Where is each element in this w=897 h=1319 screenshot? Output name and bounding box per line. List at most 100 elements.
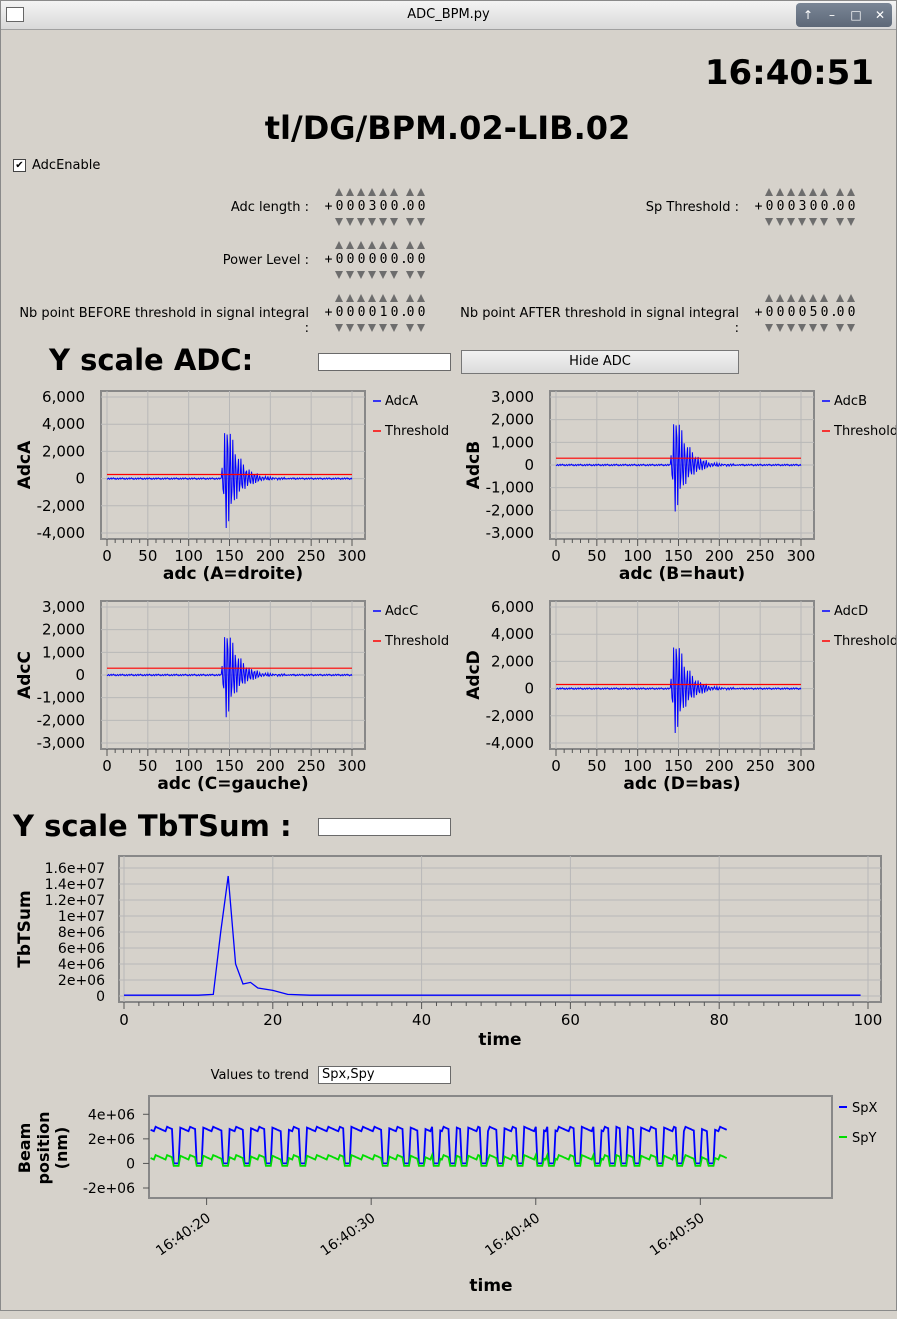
maximize-icon[interactable]: □ bbox=[850, 8, 862, 22]
adc-scale-input[interactable] bbox=[318, 353, 451, 371]
wheel-digit[interactable]: 0 bbox=[846, 188, 857, 228]
increment-arrow-icon[interactable] bbox=[346, 241, 354, 249]
window-menu-icon[interactable] bbox=[6, 7, 24, 22]
increment-arrow-icon[interactable] bbox=[847, 188, 855, 196]
wheel-digit[interactable]: 0 bbox=[416, 294, 427, 334]
decrement-arrow-icon[interactable] bbox=[406, 271, 414, 279]
decrement-arrow-icon[interactable] bbox=[346, 324, 354, 332]
increment-arrow-icon[interactable] bbox=[765, 188, 773, 196]
wheel-digit[interactable]: 0 bbox=[356, 188, 367, 228]
decrement-arrow-icon[interactable] bbox=[335, 218, 343, 226]
decrement-arrow-icon[interactable] bbox=[335, 271, 343, 279]
tbtsum-scale-input[interactable] bbox=[318, 818, 451, 836]
increment-arrow-icon[interactable] bbox=[357, 241, 365, 249]
increment-arrow-icon[interactable] bbox=[798, 188, 806, 196]
power-level-wheel[interactable]: +0 0 0 0 0 0. 0 0 bbox=[323, 241, 453, 281]
increment-arrow-icon[interactable] bbox=[368, 188, 376, 196]
increment-arrow-icon[interactable] bbox=[357, 294, 365, 302]
wheel-digit[interactable]: 0 bbox=[786, 294, 797, 334]
hide-adc-button[interactable]: Hide ADC bbox=[461, 350, 739, 374]
decrement-arrow-icon[interactable] bbox=[368, 271, 376, 279]
wheel-digit[interactable]: 0 bbox=[808, 188, 819, 228]
decrement-arrow-icon[interactable] bbox=[787, 218, 795, 226]
increment-arrow-icon[interactable] bbox=[820, 188, 828, 196]
wheel-digit[interactable]: 0 bbox=[835, 294, 846, 334]
decrement-arrow-icon[interactable] bbox=[379, 271, 387, 279]
decrement-arrow-icon[interactable] bbox=[335, 324, 343, 332]
decrement-arrow-icon[interactable] bbox=[836, 218, 844, 226]
trend-values-input[interactable]: Spx,Spy bbox=[318, 1066, 451, 1084]
increment-arrow-icon[interactable] bbox=[847, 294, 855, 302]
wheel-digit[interactable]: 0 bbox=[835, 188, 846, 228]
wheel-digit[interactable]: 0 bbox=[416, 241, 427, 281]
decrement-arrow-icon[interactable] bbox=[357, 271, 365, 279]
wheel-digit[interactable]: 0 bbox=[775, 294, 786, 334]
wheel-digit[interactable]: 0 bbox=[775, 188, 786, 228]
increment-arrow-icon[interactable] bbox=[809, 294, 817, 302]
wheel-digit[interactable]: 0 bbox=[846, 294, 857, 334]
wheel-digit[interactable]: 0 bbox=[764, 188, 775, 228]
decrement-arrow-icon[interactable] bbox=[798, 218, 806, 226]
decrement-arrow-icon[interactable] bbox=[379, 324, 387, 332]
wheel-digit[interactable]: 1 bbox=[378, 294, 389, 334]
increment-arrow-icon[interactable] bbox=[776, 188, 784, 196]
increment-arrow-icon[interactable] bbox=[346, 188, 354, 196]
wheel-digit[interactable]: 5 bbox=[808, 294, 819, 334]
wheel-digit[interactable]: 0 bbox=[345, 294, 356, 334]
increment-arrow-icon[interactable] bbox=[417, 188, 425, 196]
increment-arrow-icon[interactable] bbox=[368, 294, 376, 302]
increment-arrow-icon[interactable] bbox=[787, 294, 795, 302]
adc-length-wheel[interactable]: +0 0 0 3 0 0. 0 0 bbox=[323, 188, 453, 228]
wheel-digit[interactable]: 0 bbox=[405, 188, 416, 228]
increment-arrow-icon[interactable] bbox=[820, 294, 828, 302]
decrement-arrow-icon[interactable] bbox=[809, 324, 817, 332]
increment-arrow-icon[interactable] bbox=[406, 241, 414, 249]
decrement-arrow-icon[interactable] bbox=[417, 218, 425, 226]
increment-arrow-icon[interactable] bbox=[379, 188, 387, 196]
wheel-digit[interactable]: 0 bbox=[786, 188, 797, 228]
decrement-arrow-icon[interactable] bbox=[368, 324, 376, 332]
increment-arrow-icon[interactable] bbox=[809, 188, 817, 196]
increment-arrow-icon[interactable] bbox=[379, 241, 387, 249]
wheel-digit[interactable]: 0 bbox=[356, 294, 367, 334]
wheel-digit[interactable]: 0 bbox=[334, 188, 345, 228]
decrement-arrow-icon[interactable] bbox=[417, 271, 425, 279]
wheel-digit[interactable]: 0 bbox=[345, 188, 356, 228]
decrement-arrow-icon[interactable] bbox=[390, 324, 398, 332]
decrement-arrow-icon[interactable] bbox=[406, 218, 414, 226]
wheel-digit[interactable]: 0 bbox=[797, 294, 808, 334]
increment-arrow-icon[interactable] bbox=[417, 241, 425, 249]
increment-arrow-icon[interactable] bbox=[346, 294, 354, 302]
decrement-arrow-icon[interactable] bbox=[836, 324, 844, 332]
increment-arrow-icon[interactable] bbox=[390, 241, 398, 249]
increment-arrow-icon[interactable] bbox=[776, 294, 784, 302]
wheel-digit[interactable]: 0 bbox=[345, 241, 356, 281]
decrement-arrow-icon[interactable] bbox=[809, 218, 817, 226]
increment-arrow-icon[interactable] bbox=[836, 294, 844, 302]
decrement-arrow-icon[interactable] bbox=[390, 218, 398, 226]
wheel-digit[interactable]: 0 bbox=[819, 294, 830, 334]
decrement-arrow-icon[interactable] bbox=[847, 324, 855, 332]
decrement-arrow-icon[interactable] bbox=[820, 218, 828, 226]
wheel-digit[interactable]: 0 bbox=[405, 241, 416, 281]
increment-arrow-icon[interactable] bbox=[379, 294, 387, 302]
decrement-arrow-icon[interactable] bbox=[765, 218, 773, 226]
wheel-digit[interactable]: 0 bbox=[334, 294, 345, 334]
increment-arrow-icon[interactable] bbox=[406, 294, 414, 302]
title-bar[interactable]: ADC_BPM.py ↑ – □ ✕ bbox=[1, 1, 896, 30]
nb-after-wheel[interactable]: +0 0 0 0 5 0. 0 0 bbox=[753, 294, 883, 334]
wheel-digit[interactable]: 0 bbox=[389, 294, 400, 334]
wheel-digit[interactable]: 0 bbox=[367, 294, 378, 334]
decrement-arrow-icon[interactable] bbox=[346, 271, 354, 279]
decrement-arrow-icon[interactable] bbox=[417, 324, 425, 332]
increment-arrow-icon[interactable] bbox=[787, 188, 795, 196]
decrement-arrow-icon[interactable] bbox=[765, 324, 773, 332]
nb-before-wheel[interactable]: +0 0 0 0 1 0. 0 0 bbox=[323, 294, 453, 334]
increment-arrow-icon[interactable] bbox=[357, 188, 365, 196]
wheel-digit[interactable]: 0 bbox=[356, 241, 367, 281]
shade-up-icon[interactable]: ↑ bbox=[802, 8, 814, 22]
decrement-arrow-icon[interactable] bbox=[390, 271, 398, 279]
decrement-arrow-icon[interactable] bbox=[847, 218, 855, 226]
check-icon[interactable]: ✔ bbox=[13, 159, 26, 172]
decrement-arrow-icon[interactable] bbox=[357, 324, 365, 332]
